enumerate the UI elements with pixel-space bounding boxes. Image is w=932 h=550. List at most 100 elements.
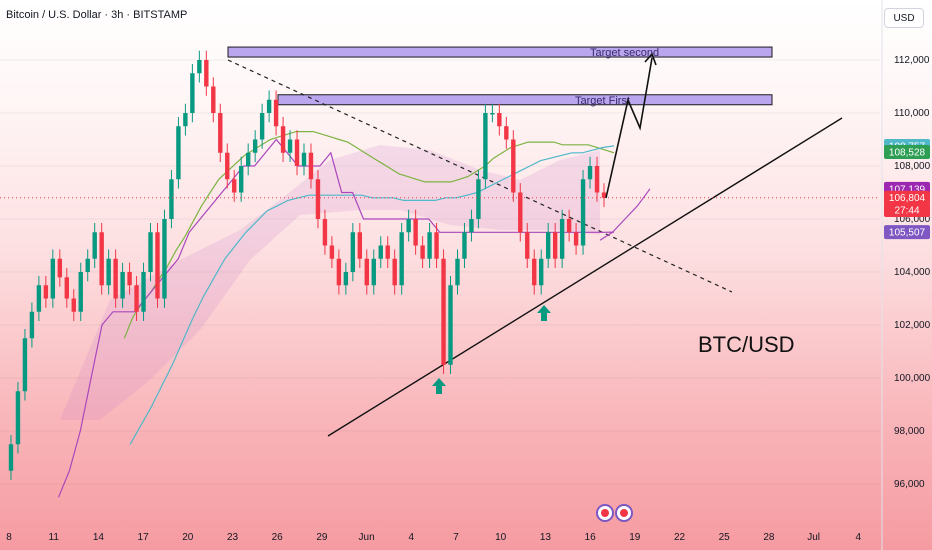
candle (85, 258, 90, 272)
candle (580, 179, 586, 246)
price-badge (884, 225, 930, 240)
candle (483, 113, 488, 180)
x-tick-label: 11 (49, 532, 60, 543)
candle (197, 60, 202, 74)
candle (462, 232, 467, 259)
candle (545, 232, 551, 259)
projection-path (605, 57, 653, 199)
candle (273, 99, 279, 127)
candle (141, 272, 146, 312)
candle (469, 219, 474, 233)
candle (476, 179, 481, 219)
candle (566, 219, 572, 233)
y-tick-label: 108,000 (894, 161, 931, 172)
candle (587, 166, 593, 180)
candle (190, 73, 195, 113)
candle (378, 245, 383, 259)
candle (106, 258, 111, 286)
candle (148, 232, 153, 272)
candle (211, 86, 216, 113)
x-tick-label: 26 (272, 532, 284, 543)
x-tick-label: 7 (453, 532, 459, 543)
indicator-line (599, 188, 651, 241)
target-box[interactable] (227, 46, 773, 58)
candle (343, 272, 349, 286)
candle (399, 232, 404, 286)
candle (539, 258, 544, 286)
x-tick-label: 8 (6, 532, 12, 543)
candle (266, 99, 272, 113)
candle (225, 152, 230, 180)
y-tick-label: 100,000 (894, 373, 931, 384)
price-badge-label: 106,804 (889, 193, 926, 204)
currency-button[interactable]: USD (884, 8, 924, 28)
x-tick-label: 13 (540, 532, 552, 543)
candle (455, 258, 460, 286)
candle (329, 245, 335, 259)
candle (594, 166, 600, 193)
candle (99, 232, 104, 286)
y-tick-label: 98,000 (894, 426, 925, 437)
x-tick-label: 28 (763, 532, 775, 543)
candle (183, 113, 188, 127)
price-badge-label: 108,528 (889, 148, 926, 159)
candle (336, 258, 342, 286)
candle (601, 192, 607, 198)
candle (50, 258, 56, 299)
candle (350, 232, 356, 272)
candle (573, 232, 579, 246)
price-badge-label: 27:44 (894, 206, 919, 217)
y-tick-label: 104,000 (894, 267, 931, 278)
candle (434, 232, 439, 259)
candle (176, 126, 181, 180)
candle (413, 219, 418, 246)
x-tick-label: 16 (585, 532, 597, 543)
x-tick-label: 29 (316, 532, 328, 543)
x-tick-label: 22 (674, 532, 686, 543)
candle (287, 139, 293, 153)
y-tick-label: 112,000 (894, 55, 930, 66)
x-tick-label: Jun (359, 532, 375, 543)
candle (525, 232, 530, 259)
candle (504, 126, 509, 140)
candle (78, 272, 83, 312)
candle (322, 219, 328, 246)
candle (57, 258, 63, 278)
candle (239, 166, 244, 193)
candle (357, 232, 363, 259)
candle (218, 113, 223, 153)
candle (71, 298, 76, 312)
candle (8, 444, 14, 471)
x-tick-label: 14 (93, 532, 105, 543)
target-box[interactable] (277, 94, 773, 106)
candle (532, 258, 537, 286)
candle (134, 285, 139, 312)
candle (559, 219, 565, 259)
ascending-trendline (327, 117, 843, 437)
candle (497, 113, 502, 127)
y-tick-label: 110,000 (894, 108, 930, 119)
candle (113, 258, 118, 299)
pair-label: BTC/USD (698, 332, 795, 357)
candle (427, 232, 432, 259)
candle (280, 126, 286, 153)
target-label: Target First (575, 95, 630, 107)
candle (245, 152, 251, 166)
y-tick-label: 102,000 (894, 320, 931, 331)
x-tick-label: 4 (409, 532, 415, 543)
candle (371, 258, 376, 286)
target-label: Target second (590, 47, 659, 59)
candle (392, 258, 397, 286)
x-tick-label: 25 (719, 532, 731, 543)
price-badge (884, 190, 930, 205)
x-tick-label: 19 (629, 532, 641, 543)
event-flag-dot-icon (601, 509, 609, 517)
candle (43, 285, 49, 299)
cloud-area (60, 145, 600, 420)
price-badge-label: 107,139 (889, 184, 926, 195)
candle (420, 245, 425, 259)
candle (15, 391, 21, 445)
bounce-arrow-icon (537, 305, 551, 321)
